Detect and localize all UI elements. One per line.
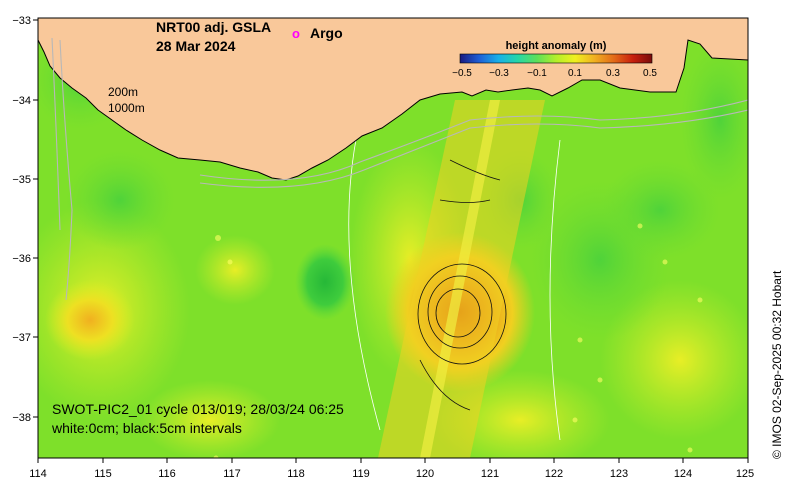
credit-label: © IMOS 02-Sep-2025 00:32 Hobart	[770, 270, 784, 459]
argo-label: Argo	[310, 25, 343, 41]
x-tick-label: 120	[416, 468, 434, 480]
axis-ticks	[33, 19, 749, 463]
y-axis-labels: −33 −34 −35 −36 −37 −38	[12, 15, 31, 424]
x-tick-label: 119	[352, 468, 370, 480]
colorbar: height anomaly (m) −0.5 −0.3 −0.1 0.1 0.…	[452, 40, 657, 79]
map-date: 28 Mar 2024	[156, 38, 236, 54]
isobath-label-1000m: 1000m	[108, 101, 145, 115]
x-tick-label: 117	[223, 468, 241, 480]
colorbar-title: height anomaly (m)	[506, 40, 607, 52]
sea-level-anomaly-field	[38, 18, 748, 458]
y-tick-label: −36	[12, 253, 31, 265]
isobath-label-200m: 200m	[108, 85, 138, 99]
x-tick-label: 121	[481, 468, 499, 480]
y-tick-label: −37	[12, 332, 31, 344]
contour-lines	[417, 159, 507, 411]
isobath-lines	[51, 37, 748, 301]
x-tick-label: 122	[545, 468, 563, 480]
colorbar-tick: 0.1	[568, 68, 582, 79]
x-tick-label: 118	[287, 468, 305, 480]
warm-eddy-west	[45, 280, 135, 360]
colorbar-tick: −0.3	[489, 68, 509, 79]
y-tick-label: −35	[12, 174, 31, 186]
x-axis-labels: 114 115 116 117 118 119 120 121 122 123 …	[29, 468, 754, 480]
cold-eddy	[295, 244, 355, 320]
plot-frame	[37, 17, 749, 459]
x-tick-label: 124	[674, 468, 692, 480]
x-tick-label: 114	[29, 468, 47, 480]
x-tick-label: 115	[94, 468, 112, 480]
y-tick-label: −38	[12, 412, 31, 424]
colorbar-tick: −0.1	[527, 68, 547, 79]
y-tick-label: −33	[12, 15, 31, 27]
colorbar-gradient	[459, 53, 653, 64]
colorbar-tick: −0.5	[452, 68, 472, 79]
colorbar-tick: 0.5	[643, 68, 657, 79]
swot-caption: SWOT-PIC2_01 cycle 013/019; 28/03/24 06:…	[52, 401, 344, 417]
swot-nadir-gap	[420, 100, 500, 458]
argo-marker-icon: o	[292, 26, 300, 41]
x-tick-label: 116	[158, 468, 176, 480]
x-tick-label: 125	[736, 468, 754, 480]
colorbar-tick: 0.3	[606, 68, 620, 79]
contour-caption: white:0cm; black:5cm intervals	[51, 420, 242, 436]
data-points	[213, 223, 703, 458]
map-title: NRT00 adj. GSLA	[156, 19, 271, 35]
x-tick-label: 123	[610, 468, 628, 480]
zero-contour	[348, 119, 561, 441]
y-tick-label: −34	[12, 95, 31, 107]
